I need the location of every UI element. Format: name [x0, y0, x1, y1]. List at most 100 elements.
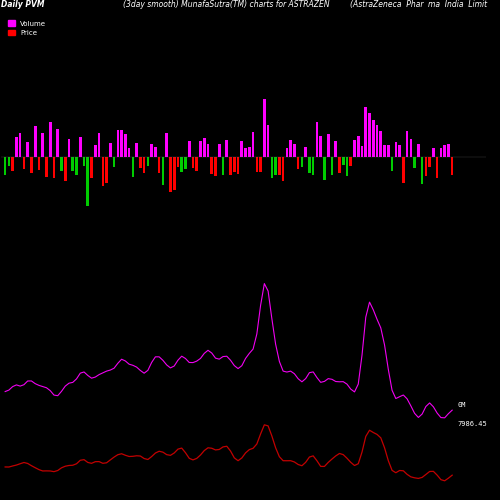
- Bar: [320, 136, 322, 156]
- Bar: [42, 132, 44, 156]
- Bar: [278, 156, 280, 176]
- Bar: [180, 156, 183, 172]
- Bar: [38, 156, 40, 170]
- Bar: [68, 140, 70, 156]
- Bar: [252, 132, 254, 156]
- Bar: [410, 140, 412, 156]
- Bar: [244, 148, 247, 156]
- Bar: [293, 144, 296, 156]
- Bar: [154, 147, 156, 156]
- Bar: [387, 146, 390, 156]
- Bar: [394, 142, 397, 156]
- Bar: [12, 156, 14, 172]
- Bar: [421, 156, 424, 184]
- Bar: [440, 148, 442, 156]
- Bar: [94, 145, 96, 156]
- Bar: [398, 146, 401, 156]
- Bar: [286, 148, 288, 156]
- Bar: [196, 156, 198, 171]
- Bar: [300, 156, 303, 166]
- Bar: [342, 156, 344, 165]
- Bar: [229, 156, 232, 176]
- Bar: [360, 146, 364, 156]
- Bar: [30, 156, 33, 173]
- Bar: [274, 156, 277, 176]
- Bar: [116, 130, 119, 156]
- Bar: [19, 134, 22, 156]
- Bar: [428, 156, 431, 167]
- Bar: [132, 156, 134, 178]
- Bar: [210, 156, 213, 174]
- Bar: [192, 156, 194, 168]
- Bar: [380, 130, 382, 156]
- Bar: [248, 147, 250, 156]
- Bar: [402, 156, 404, 183]
- Bar: [86, 156, 89, 206]
- Bar: [304, 147, 307, 156]
- Bar: [98, 132, 100, 156]
- Bar: [263, 99, 266, 156]
- Text: (3day smooth) MunafaSutra(TM) charts for ASTRAZEN: (3day smooth) MunafaSutra(TM) charts for…: [122, 0, 329, 10]
- Bar: [166, 133, 168, 156]
- Bar: [143, 156, 146, 172]
- Bar: [146, 156, 149, 166]
- Bar: [184, 156, 187, 168]
- Bar: [447, 144, 450, 156]
- Bar: [49, 122, 51, 156]
- Bar: [128, 148, 130, 156]
- Bar: [436, 156, 438, 178]
- Bar: [256, 156, 258, 172]
- Bar: [226, 140, 228, 156]
- Bar: [188, 140, 190, 156]
- Bar: [353, 140, 356, 156]
- Bar: [72, 156, 74, 170]
- Bar: [26, 142, 29, 156]
- Bar: [308, 156, 310, 172]
- Bar: [350, 156, 352, 166]
- Bar: [124, 134, 126, 156]
- Bar: [79, 136, 82, 156]
- Bar: [75, 156, 78, 175]
- Bar: [290, 140, 292, 156]
- Bar: [8, 156, 10, 166]
- Bar: [22, 156, 25, 170]
- Bar: [364, 106, 367, 156]
- Bar: [233, 156, 235, 172]
- Bar: [406, 130, 408, 156]
- Bar: [391, 156, 394, 172]
- Bar: [64, 156, 66, 181]
- Bar: [113, 156, 116, 166]
- Bar: [376, 126, 378, 156]
- Bar: [323, 156, 326, 180]
- Bar: [82, 156, 86, 166]
- Bar: [240, 140, 243, 156]
- Bar: [451, 156, 454, 176]
- Bar: [432, 148, 434, 156]
- Bar: [106, 156, 108, 183]
- Bar: [372, 120, 374, 156]
- Bar: [60, 156, 63, 171]
- Bar: [206, 144, 210, 156]
- Bar: [417, 144, 420, 156]
- Bar: [222, 156, 224, 175]
- Bar: [4, 156, 6, 175]
- Bar: [136, 142, 138, 156]
- Bar: [312, 156, 314, 176]
- Bar: [90, 156, 93, 178]
- Text: Daily PVM: Daily PVM: [2, 0, 45, 10]
- Bar: [346, 156, 348, 176]
- Bar: [282, 156, 284, 182]
- Bar: [34, 126, 36, 156]
- Bar: [330, 156, 334, 175]
- Bar: [236, 156, 240, 174]
- Bar: [267, 126, 270, 156]
- Bar: [368, 113, 371, 156]
- Bar: [214, 156, 217, 176]
- Bar: [52, 156, 56, 178]
- Bar: [176, 156, 180, 167]
- Bar: [173, 156, 176, 190]
- Bar: [199, 141, 202, 156]
- Text: ma  India  Limit: ma India Limit: [428, 0, 487, 10]
- Bar: [444, 144, 446, 156]
- Bar: [218, 144, 220, 156]
